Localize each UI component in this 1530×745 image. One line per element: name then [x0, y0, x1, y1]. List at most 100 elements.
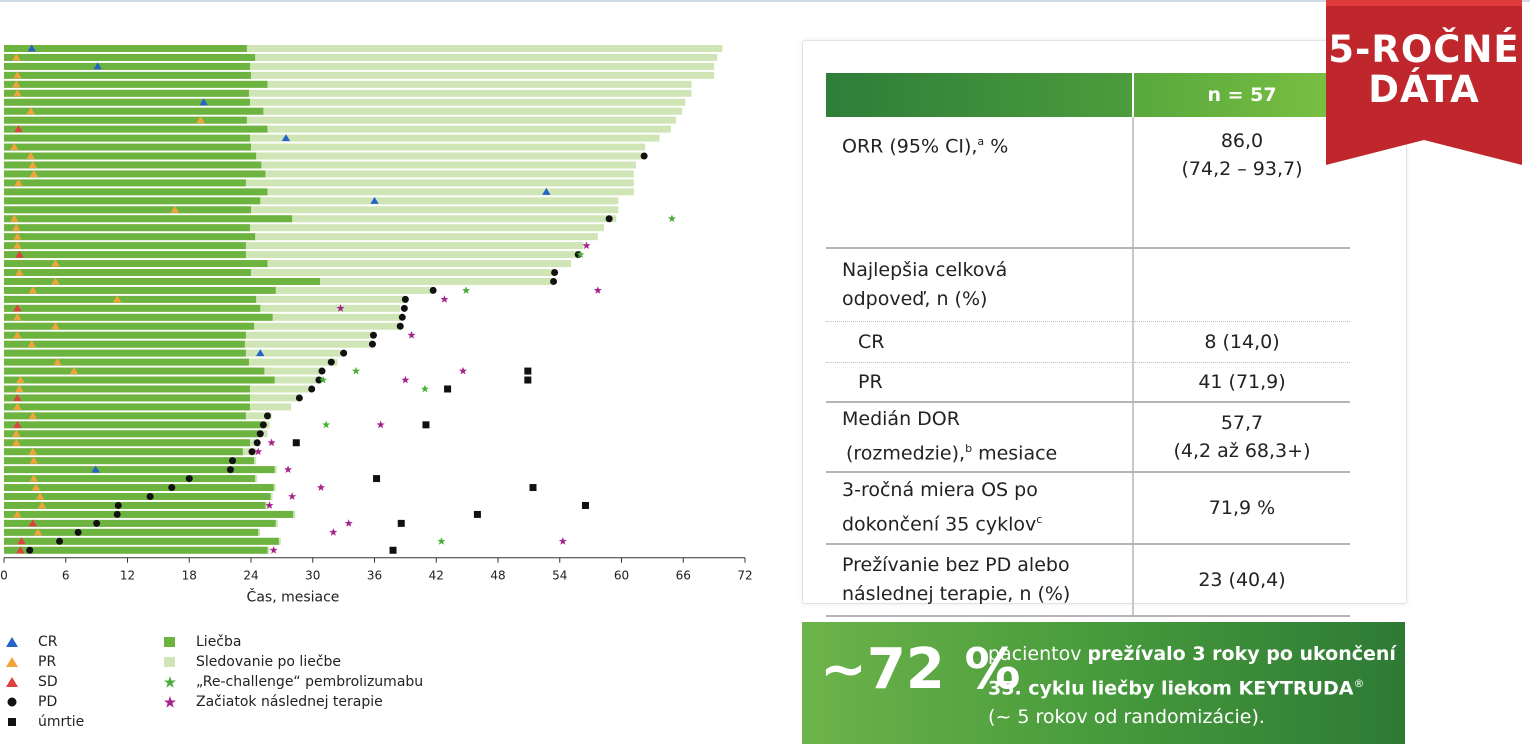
response-marker-sd: [13, 393, 22, 401]
rechallenge-marker: [462, 286, 471, 294]
treatment-bar: [4, 430, 262, 438]
swimmer-plot: 0 6 12 18 24 30 36 42 48 54 60 66 72 Čas, mesiace: [0, 44, 753, 606]
response-marker-sd: [17, 537, 26, 545]
response-marker-pr: [51, 322, 60, 330]
death-marker: [581, 501, 589, 509]
follow-up-bar: [4, 197, 619, 205]
death-marker: [524, 367, 532, 375]
treatment-bar: [4, 448, 243, 456]
treatment-bar: [4, 188, 268, 196]
pd-marker: [228, 457, 236, 465]
follow-up-bar: [4, 260, 572, 268]
response-marker-pr: [29, 474, 39, 482]
pd-marker: [550, 277, 558, 285]
subsequent-therapy-marker: [329, 528, 338, 536]
treatment-bar: [4, 170, 266, 178]
treatment-bar: [4, 134, 250, 142]
pd-marker: [114, 501, 122, 509]
x-tick-label: 24: [243, 569, 258, 583]
badge-line1: 5-ROČNÉ: [1328, 28, 1520, 71]
treatment-bar: [4, 394, 250, 402]
pd-marker: [368, 340, 376, 348]
response-marker-pr: [13, 241, 22, 249]
follow-up-bar: [4, 206, 619, 214]
pd-marker: [429, 286, 437, 294]
pd-marker: [56, 537, 64, 545]
treatment-bar: [4, 331, 246, 339]
x-tick-label: 72: [737, 569, 752, 583]
response-marker-cr: [91, 465, 100, 473]
x-tick-label: 0: [0, 569, 8, 583]
response-marker-pr: [13, 331, 22, 339]
pd-marker: [263, 412, 271, 420]
response-marker-pr: [28, 160, 38, 168]
pd-marker: [398, 313, 406, 321]
dor-value-cell: 57,7 (4,2 až 68,3+): [1132, 402, 1350, 473]
top-divider: [0, 0, 1530, 2]
x-tick-label: 36: [367, 569, 382, 583]
pd-marker: [315, 376, 323, 384]
treatment-bar: [4, 125, 268, 133]
treatment-bar: [4, 385, 250, 393]
star-purple-icon: [164, 696, 176, 708]
dor-label-line1: Medián DOR: [842, 408, 960, 431]
table-header-n: n = 57: [1132, 73, 1350, 117]
response-marker-pr: [12, 53, 21, 61]
death-marker: [292, 439, 300, 447]
follow-up-bar: [4, 242, 584, 250]
subsequent-therapy-marker: [317, 483, 325, 491]
subsequent-therapy-marker: [288, 492, 297, 500]
treatment-bar: [4, 277, 320, 285]
follow-up-bar: [4, 251, 580, 259]
treatment-bar: [4, 421, 266, 429]
treatment-bar: [4, 493, 271, 500]
x-tick-label: 54: [552, 569, 567, 583]
pd-marker: [226, 466, 234, 474]
rechallenge-marker: [319, 375, 327, 384]
legend-pd-label: PD: [38, 694, 58, 710]
legend-cr-label: CR: [38, 634, 58, 650]
treatment-bar: [4, 510, 294, 518]
treatment-bar: [4, 215, 293, 223]
death-marker: [389, 546, 397, 554]
orr-sup: a: [977, 135, 985, 148]
table-row-cr: CR 8 (14,0): [826, 321, 1350, 363]
rechallenge-marker: [352, 366, 360, 375]
subsequent-therapy-marker: [558, 537, 567, 545]
follow-up-bar: [4, 107, 683, 115]
response-marker-pr: [15, 384, 24, 392]
five-year-data-label: 5-ROČNÉ DÁTA: [1326, 30, 1522, 110]
death-marker: [473, 510, 481, 518]
response-marker-pr: [13, 402, 22, 410]
subsequent-therapy-marker: [459, 366, 467, 375]
dor-label-unit: mesiace: [972, 442, 1058, 465]
treatment-bar: [4, 537, 279, 545]
response-marker-pr: [37, 501, 47, 509]
pd-marker: [185, 475, 193, 483]
response-marker-sd: [13, 420, 22, 428]
os-label-line2: dokončení 35 cyklovc: [842, 505, 1132, 539]
orr-value-cell: 86,0 (74,2 – 93,7): [1132, 117, 1350, 249]
response-marker-cr: [256, 349, 265, 357]
treatment-bar: [4, 304, 261, 312]
best-value-cell: [1132, 248, 1350, 322]
follow-up-bar: [4, 143, 646, 151]
treatment-bar: [4, 519, 276, 527]
five-year-data-ribbon: [1326, 0, 1522, 165]
response-marker-cr: [281, 134, 291, 142]
treatment-bar: [4, 143, 251, 151]
pd-marker: [93, 519, 101, 527]
response-marker-pr: [28, 286, 38, 294]
treatment-bar: [4, 62, 250, 70]
response-marker-pr: [31, 483, 41, 491]
subsequent-therapy-marker: [376, 420, 385, 429]
response-marker-pr: [35, 492, 45, 500]
pr-label: PR: [826, 362, 1133, 403]
response-marker-sd: [13, 304, 22, 312]
subsequent-therapy-marker: [284, 465, 292, 473]
pfs-label-line1: Prežívanie bez PD alebo: [842, 554, 1070, 576]
pd-marker: [113, 510, 121, 518]
follow-up-bar: [4, 134, 660, 142]
x-tick-label: 12: [120, 569, 135, 583]
dor-label-line2: (rozmedzie),b mesiace: [842, 434, 1132, 468]
